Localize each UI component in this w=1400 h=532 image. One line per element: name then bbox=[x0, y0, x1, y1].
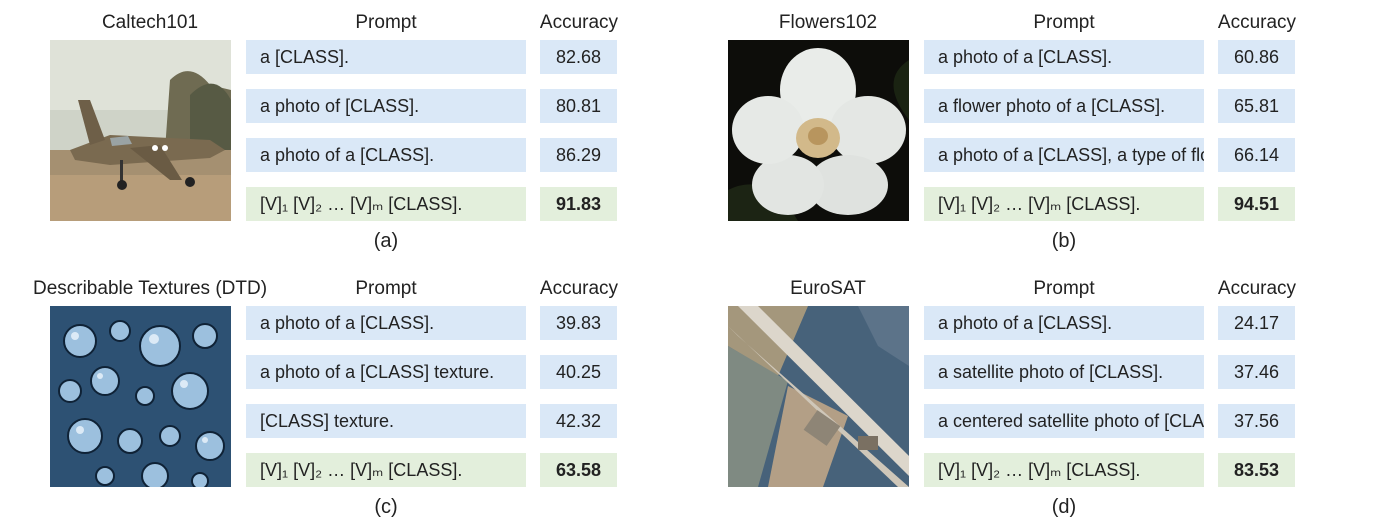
panel-caption: (a) bbox=[246, 230, 526, 253]
prompt-cell: a photo of [CLASS]. bbox=[246, 89, 526, 123]
learned-prompt-cell: [V]₁ [V]₂ … [V]ₘ [CLASS]. bbox=[246, 187, 526, 221]
prompt-column-header: Prompt bbox=[924, 278, 1204, 300]
prompt-cell: a photo of a [CLASS] texture. bbox=[246, 355, 526, 389]
prompt-cell: a photo of a [CLASS]. bbox=[924, 306, 1204, 340]
panel-caption: (c) bbox=[246, 496, 526, 519]
accuracy-cell: 60.86 bbox=[1218, 40, 1295, 74]
panel-eurosat: EuroSAT Prompt Accuracy a photo of a [CL… bbox=[678, 266, 1358, 526]
accuracy-column-header: Accuracy bbox=[1210, 12, 1304, 34]
flower-image bbox=[728, 40, 909, 221]
accuracy-column-header: Accuracy bbox=[532, 278, 626, 300]
accuracy-column-header: Accuracy bbox=[532, 12, 626, 34]
accuracy-cell: 40.25 bbox=[540, 355, 617, 389]
accuracy-cell: 37.46 bbox=[1218, 355, 1295, 389]
accuracy-cell: 86.29 bbox=[540, 138, 617, 172]
accuracy-cell: 42.32 bbox=[540, 404, 617, 438]
best-accuracy-cell: 94.51 bbox=[1218, 187, 1295, 221]
panel-caption: (d) bbox=[924, 496, 1204, 519]
prompt-cell: a photo of a [CLASS], a type of flower. bbox=[924, 138, 1204, 172]
prompt-column-header: Prompt bbox=[924, 12, 1204, 34]
best-accuracy-cell: 63.58 bbox=[540, 453, 617, 487]
prompt-column-header: Prompt bbox=[246, 278, 526, 300]
learned-prompt-cell: [V]₁ [V]₂ … [V]ₘ [CLASS]. bbox=[924, 453, 1204, 487]
prompt-cell: a photo of a [CLASS]. bbox=[246, 138, 526, 172]
panel-caption: (b) bbox=[924, 230, 1204, 253]
prompt-cell: a flower photo of a [CLASS]. bbox=[924, 89, 1204, 123]
accuracy-cell: 80.81 bbox=[540, 89, 617, 123]
accuracy-cell: 37.56 bbox=[1218, 404, 1295, 438]
accuracy-cell: 24.17 bbox=[1218, 306, 1295, 340]
panel-flowers102: Flowers102 Prompt Accuracy a photo of a … bbox=[678, 0, 1358, 260]
airplane-image bbox=[50, 40, 231, 221]
accuracy-cell: 65.81 bbox=[1218, 89, 1295, 123]
accuracy-cell: 82.68 bbox=[540, 40, 617, 74]
learned-prompt-cell: [V]₁ [V]₂ … [V]ₘ [CLASS]. bbox=[924, 187, 1204, 221]
panel-dtd: Describable Textures (DTD) Prompt Accura… bbox=[0, 266, 680, 526]
panel-caltech101: Caltech101 Prompt Accuracy a [CLASS]. 82… bbox=[0, 0, 680, 260]
prompt-cell: a photo of a [CLASS]. bbox=[924, 40, 1204, 74]
prompt-column-header: Prompt bbox=[246, 12, 526, 34]
accuracy-column-header: Accuracy bbox=[1210, 278, 1304, 300]
accuracy-cell: 39.83 bbox=[540, 306, 617, 340]
prompt-cell: a [CLASS]. bbox=[246, 40, 526, 74]
texture-image bbox=[50, 306, 231, 487]
prompt-cell: [CLASS] texture. bbox=[246, 404, 526, 438]
prompt-cell: a photo of a [CLASS]. bbox=[246, 306, 526, 340]
prompt-cell: a centered satellite photo of [CLASS]. bbox=[924, 404, 1204, 438]
learned-prompt-cell: [V]₁ [V]₂ … [V]ₘ [CLASS]. bbox=[246, 453, 526, 487]
best-accuracy-cell: 91.83 bbox=[540, 187, 617, 221]
best-accuracy-cell: 83.53 bbox=[1218, 453, 1295, 487]
satellite-image bbox=[728, 306, 909, 487]
prompt-cell: a satellite photo of [CLASS]. bbox=[924, 355, 1204, 389]
accuracy-cell: 66.14 bbox=[1218, 138, 1295, 172]
